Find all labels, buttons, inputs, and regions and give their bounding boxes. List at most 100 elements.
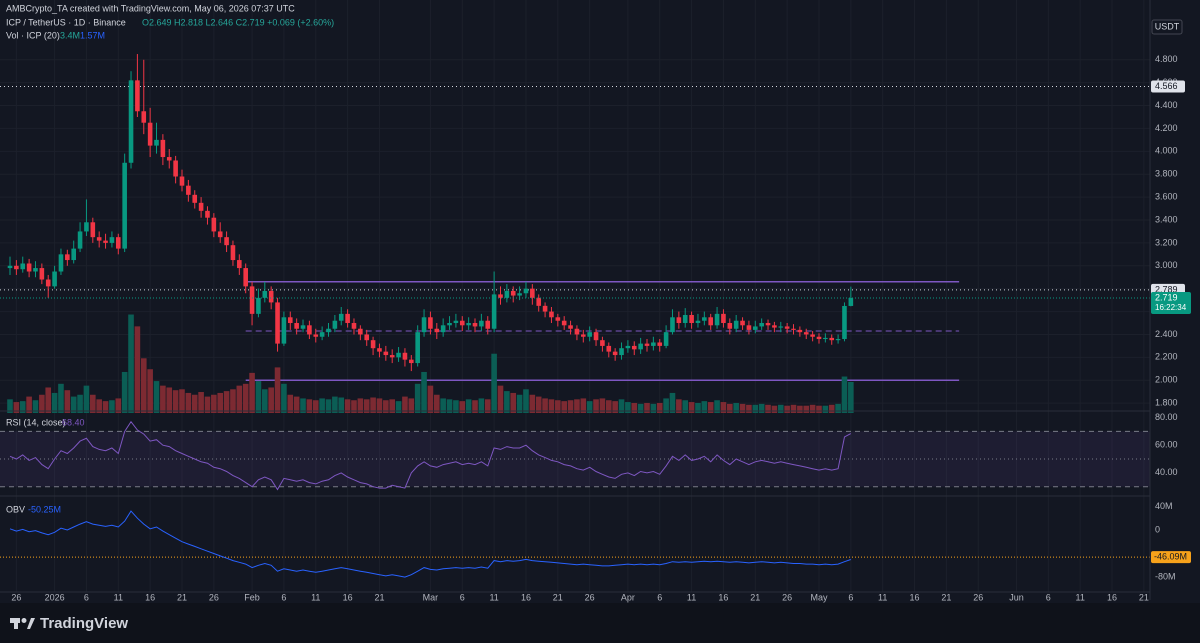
volume-bar bbox=[727, 403, 733, 413]
candle-body bbox=[428, 317, 433, 329]
volume-bar bbox=[357, 398, 364, 413]
candle-body bbox=[714, 313, 720, 326]
volume-bar bbox=[625, 402, 631, 413]
volume-bar bbox=[19, 401, 26, 413]
volume-bar bbox=[682, 400, 689, 413]
candle-body bbox=[491, 294, 497, 329]
volume-bar bbox=[465, 399, 472, 413]
candle-body bbox=[294, 323, 299, 329]
x-tick-label: Jun bbox=[1009, 592, 1024, 602]
candle-body bbox=[211, 217, 217, 232]
y-tick-label: 3.400 bbox=[1155, 214, 1178, 224]
y-tick-label: 4.400 bbox=[1155, 100, 1178, 110]
volume-bar bbox=[134, 326, 141, 413]
x-tick-label: 6 bbox=[848, 592, 853, 602]
rsi-band bbox=[0, 431, 1150, 487]
candle-body bbox=[676, 317, 682, 324]
candle-body bbox=[135, 80, 140, 112]
candle-body bbox=[268, 290, 274, 303]
volume-bar bbox=[140, 358, 147, 413]
x-tick-label: 11 bbox=[311, 592, 320, 602]
y-tick-label: 0 bbox=[1155, 524, 1160, 534]
candle-body bbox=[319, 332, 325, 337]
volume-bar bbox=[504, 391, 510, 413]
volume-bar bbox=[733, 402, 739, 413]
candle-body bbox=[797, 329, 803, 333]
volume-bar bbox=[198, 392, 204, 413]
candle-body bbox=[765, 323, 771, 326]
candle-body bbox=[803, 332, 809, 335]
candle-body bbox=[727, 323, 733, 329]
candle-body bbox=[275, 302, 280, 344]
y-tick-label: 2.200 bbox=[1155, 352, 1178, 362]
volume-bar bbox=[172, 390, 179, 413]
candle-body bbox=[530, 288, 535, 298]
candle-body bbox=[192, 194, 198, 203]
volume-bar bbox=[580, 398, 587, 413]
candle-body bbox=[466, 323, 471, 326]
volume-bar bbox=[414, 383, 421, 413]
countdown-label: 16:22:34 bbox=[1155, 303, 1187, 312]
volume-bar bbox=[77, 394, 83, 413]
volume-bar bbox=[376, 398, 383, 413]
indicator-line bbox=[9, 420, 852, 491]
candle-body bbox=[810, 334, 815, 337]
volume-bar bbox=[644, 402, 650, 413]
candle-body bbox=[555, 317, 561, 321]
volume-bar bbox=[784, 405, 790, 413]
x-tick-label: 26 bbox=[973, 592, 983, 602]
volume-bar bbox=[319, 398, 325, 413]
volume-bar bbox=[472, 400, 478, 413]
volume-bar bbox=[484, 399, 491, 413]
candle-body bbox=[217, 231, 223, 238]
candle-body bbox=[663, 332, 669, 346]
candle-body bbox=[96, 237, 102, 241]
candle-body bbox=[625, 345, 631, 349]
candle-body bbox=[842, 305, 847, 340]
obv-value: -50.25M bbox=[28, 504, 61, 514]
y-tick-label: -80M bbox=[1155, 571, 1176, 581]
volume-bar bbox=[45, 387, 52, 413]
candle-body bbox=[166, 157, 172, 161]
level-label: 2.789 bbox=[1155, 284, 1178, 294]
volume-bar bbox=[497, 385, 504, 413]
candle-body bbox=[752, 326, 758, 330]
candle-body bbox=[568, 325, 573, 329]
y-tick-label: 4.000 bbox=[1155, 146, 1178, 156]
volume-bar bbox=[491, 353, 497, 413]
volume-bar bbox=[7, 399, 13, 413]
y-tick-label: 3.000 bbox=[1155, 260, 1178, 270]
candle-body bbox=[249, 286, 255, 314]
candle-body bbox=[141, 111, 147, 123]
candle-body bbox=[230, 245, 236, 261]
volume-bar bbox=[191, 394, 198, 413]
candle-body bbox=[536, 297, 542, 306]
rsi-title: RSI (14, close) bbox=[6, 417, 66, 427]
indicator-line bbox=[9, 510, 851, 578]
x-tick-label: 21 bbox=[750, 592, 760, 602]
volume-bar bbox=[777, 404, 784, 413]
volume-bar bbox=[249, 372, 255, 413]
candle-body bbox=[71, 248, 76, 261]
candle-body bbox=[434, 328, 440, 333]
volume-bar bbox=[459, 401, 466, 413]
x-tick-label: 11 bbox=[114, 592, 123, 602]
x-tick-label: 11 bbox=[878, 592, 887, 602]
candle-body bbox=[237, 260, 242, 269]
volume-bar bbox=[605, 400, 612, 413]
candle-body bbox=[574, 328, 580, 335]
x-tick-label: May bbox=[810, 592, 828, 602]
candle-body bbox=[606, 345, 612, 352]
volume-bar bbox=[32, 400, 39, 413]
volume-bar bbox=[510, 392, 517, 413]
volume-bar bbox=[147, 369, 153, 413]
candle-body bbox=[90, 222, 96, 238]
x-tick-label: 26 bbox=[209, 592, 219, 602]
y-tick-label: 3.800 bbox=[1155, 169, 1178, 179]
volume-bar bbox=[281, 383, 287, 413]
candle-body bbox=[313, 334, 319, 337]
candle-body bbox=[345, 313, 350, 324]
volume-bar bbox=[242, 383, 249, 413]
candle-body bbox=[20, 263, 26, 270]
volume-bar bbox=[274, 367, 281, 413]
